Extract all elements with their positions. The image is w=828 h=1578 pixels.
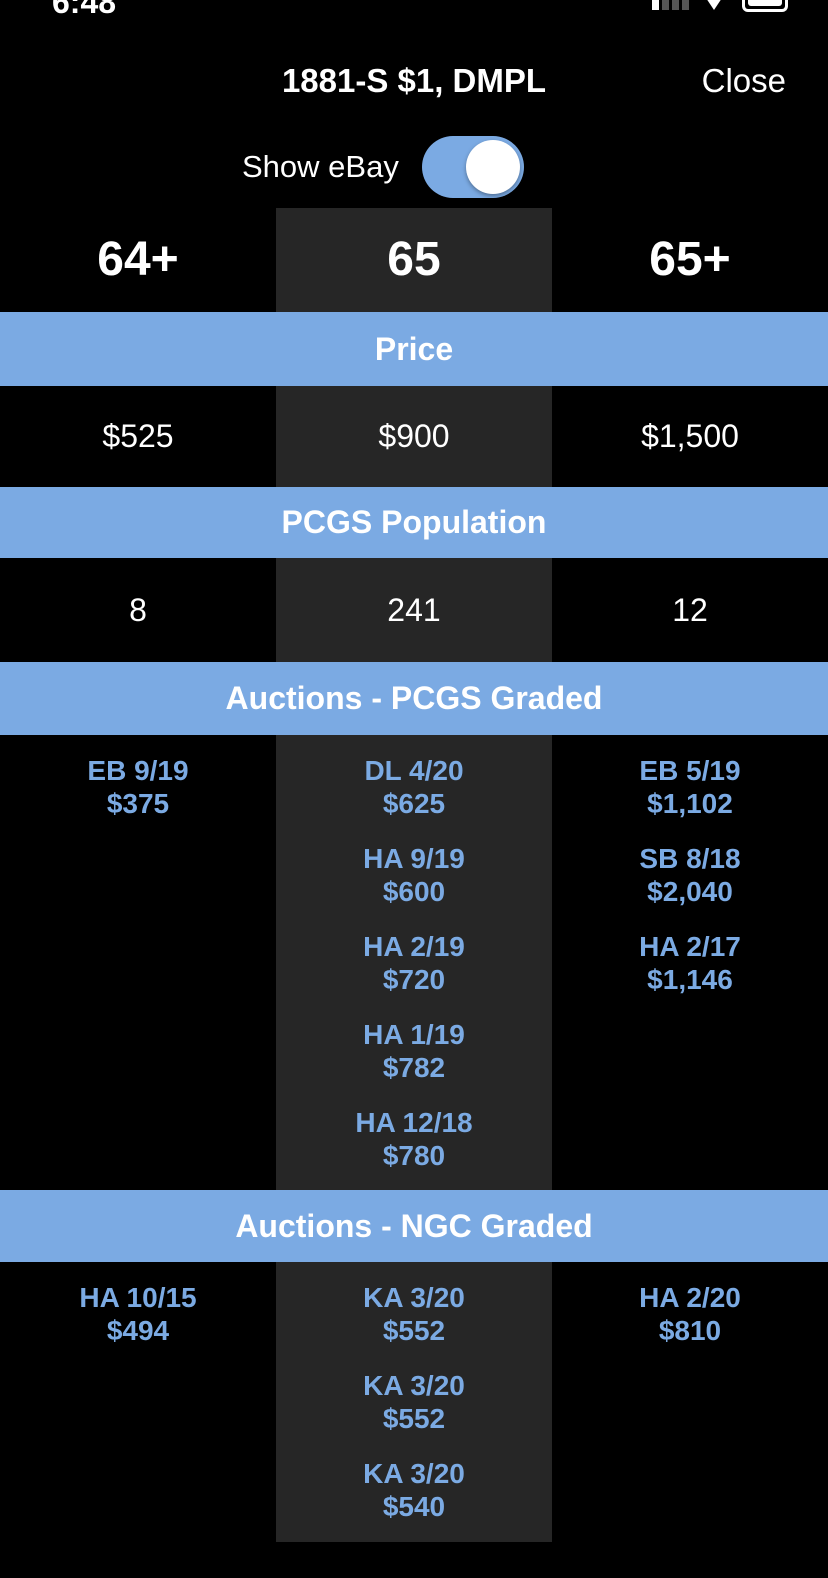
auction-house-date: KA 3/20: [363, 1458, 465, 1489]
ngc-auctions-section-header: Auctions - NGC Graded: [0, 1190, 828, 1262]
auction-house-date: HA 9/19: [363, 843, 465, 874]
auction-house-date: HA 12/18: [355, 1107, 473, 1138]
auction-entry[interactable]: HA 2/19 $720: [276, 930, 552, 996]
auction-entry[interactable]: EB 5/19 $1,102: [552, 754, 828, 820]
auction-entry[interactable]: SB 8/18 $2,040: [552, 842, 828, 908]
middle-column-bg: [276, 208, 552, 312]
auction-price: $720: [382, 964, 446, 995]
population-row: 8 241 12: [0, 558, 828, 662]
auction-price: $552: [382, 1403, 446, 1434]
auction-entry[interactable]: HA 9/19 $600: [276, 842, 552, 908]
status-time: 6:48: [52, 0, 117, 20]
population-value: 8: [129, 592, 147, 628]
auction-entry[interactable]: DL 4/20 $625: [276, 754, 552, 820]
toggle-knob: [466, 140, 520, 194]
auction-house-date: KA 3/20: [363, 1370, 465, 1401]
auction-house-date: HA 2/19: [363, 931, 465, 962]
auction-price: $780: [382, 1140, 446, 1171]
price-value: $1,500: [641, 418, 739, 454]
price-value: $525: [102, 418, 174, 454]
auction-entry[interactable]: KA 3/20 $540: [276, 1457, 552, 1523]
auction-house-date: EB 5/19: [639, 755, 741, 786]
auction-house-date: HA 1/19: [363, 1019, 465, 1050]
population-value: 241: [387, 592, 441, 628]
grade-label[interactable]: 65+: [649, 233, 731, 286]
price-row: $525 $900 $1,500: [0, 386, 828, 487]
status-bar: 6:48: [0, 0, 828, 20]
ngc-auctions-col-65: KA 3/20 $552 KA 3/20 $552 KA 3/20 $540: [276, 1281, 552, 1545]
price-value: $900: [378, 418, 450, 454]
auction-price: $600: [382, 876, 446, 907]
population-section-header: PCGS Population: [0, 487, 828, 558]
grade-label[interactable]: 64+: [97, 233, 179, 286]
pcgs-auctions-col-65plus: EB 5/19 $1,102 SB 8/18 $2,040 HA 2/17 $1,14…: [552, 754, 828, 1194]
auction-house-date: KA 3/20: [363, 1282, 465, 1313]
auction-entry[interactable]: EB 9/19 $375: [0, 754, 276, 820]
show-ebay-label: Show eBay: [242, 149, 399, 184]
auction-entry[interactable]: HA 1/19 $782: [276, 1018, 552, 1084]
page-title: 1881-S $1, DMPL: [281, 62, 547, 99]
auction-price: $1,146: [647, 964, 733, 995]
ngc-auctions-grid: HA 10/15 $494 KA 3/20 $552 KA 3/20 $552 KA …: [0, 1281, 828, 1545]
cellular-signal-icon: [652, 0, 689, 10]
middle-column-bg: [276, 558, 552, 662]
auction-price: $2,040: [647, 876, 733, 907]
population-value: 12: [672, 592, 708, 628]
middle-column-bg: [276, 386, 552, 487]
auction-price: $810: [658, 1315, 722, 1346]
auction-house-date: HA 2/20: [639, 1282, 741, 1313]
pcgs-auctions-col-64plus: EB 9/19 $375: [0, 754, 276, 1194]
auction-price: $1,102: [647, 788, 733, 819]
auction-price: $375: [106, 788, 170, 819]
auction-entry[interactable]: HA 2/17 $1,146: [552, 930, 828, 996]
auction-entry[interactable]: HA 2/20 $810: [552, 1281, 828, 1347]
auction-house-date: SB 8/18: [639, 843, 741, 874]
auction-house-date: DL 4/20: [364, 755, 464, 786]
auction-entry[interactable]: HA 10/15 $494: [0, 1281, 276, 1347]
auction-price: $494: [106, 1315, 170, 1346]
middle-column-bg: [276, 735, 552, 1190]
auction-price: $552: [382, 1315, 446, 1346]
close-button[interactable]: Close: [701, 62, 786, 99]
auction-house-date: HA 2/17: [639, 931, 741, 962]
auction-price: $540: [382, 1491, 446, 1522]
auction-price: $625: [382, 788, 446, 819]
auction-entry[interactable]: HA 12/18 $780: [276, 1106, 552, 1172]
pcgs-auctions-grid: EB 9/19 $375 DL 4/20 $625 HA 9/19 $600 HA 2…: [0, 754, 828, 1194]
show-ebay-toggle[interactable]: [422, 136, 524, 198]
grade-header-row: 64+ 65 65+: [0, 208, 828, 312]
grade-label[interactable]: 65: [387, 233, 441, 286]
auction-entry[interactable]: KA 3/20 $552: [276, 1369, 552, 1435]
auction-house-date: EB 9/19: [87, 755, 189, 786]
show-ebay-row: Show eBay: [0, 136, 828, 198]
pcgs-auctions-section-header: Auctions - PCGS Graded: [0, 662, 828, 735]
middle-column-bg: [276, 1262, 552, 1542]
price-section-header: Price: [0, 312, 828, 386]
ngc-auctions-col-64plus: HA 10/15 $494: [0, 1281, 276, 1545]
wifi-icon: [707, 0, 721, 10]
auction-price: $782: [382, 1052, 446, 1083]
auction-house-date: HA 10/15: [79, 1282, 197, 1313]
pcgs-auctions-col-65: DL 4/20 $625 HA 9/19 $600 HA 2/19 $720 HA 1…: [276, 754, 552, 1194]
ngc-auctions-col-65plus: HA 2/20 $810: [552, 1281, 828, 1545]
battery-icon: [742, 0, 788, 12]
auction-entry[interactable]: KA 3/20 $552: [276, 1281, 552, 1347]
